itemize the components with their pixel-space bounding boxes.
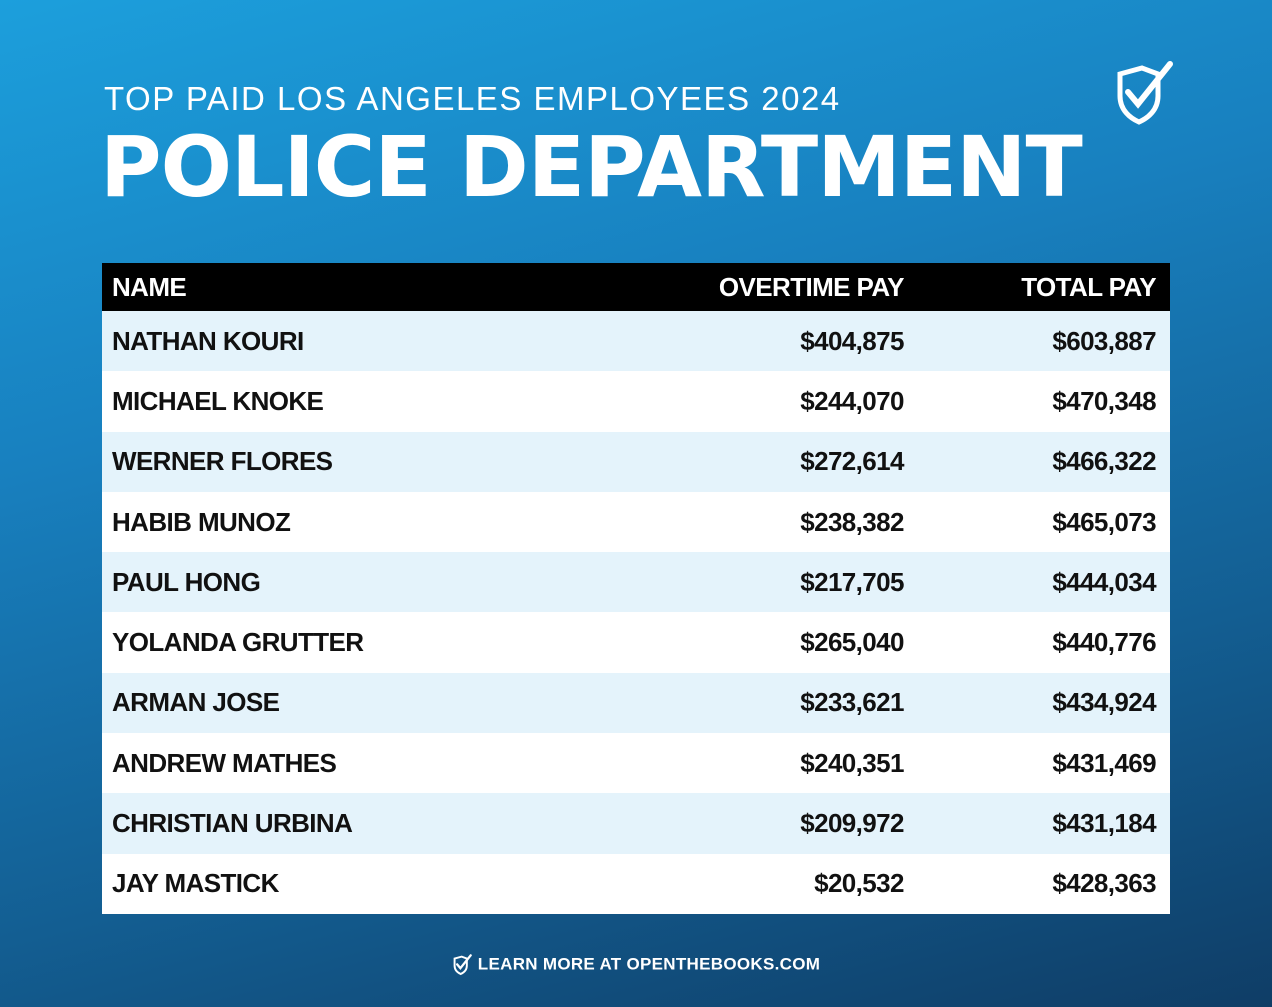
table-row: NATHAN KOURI $404,875 $603,887 — [102, 311, 1170, 372]
footer-logo — [453, 954, 472, 976]
pay-cell: $428,363 — [917, 853, 1170, 914]
pay-cell: $404,875 — [586, 311, 918, 372]
table-row: MICHAEL KNOKE $244,070 $470,348 — [102, 371, 1170, 432]
pay-cell: $470,348 — [917, 371, 1170, 432]
pay-table: NAME OVERTIME PAY TOTAL PAY NATHAN KOURI… — [102, 263, 1170, 914]
table-row: WERNER FLORES $272,614 $466,322 — [102, 431, 1170, 492]
column-header: OVERTIME PAY — [586, 263, 918, 311]
pay-cell: $465,073 — [917, 491, 1170, 553]
title: POLICE DEPARTMENT — [100, 118, 1083, 216]
name-cell: HABIB MUNOZ — [102, 491, 586, 553]
pay-cell: $603,887 — [917, 311, 1170, 372]
name-cell: MICHAEL KNOKE — [102, 371, 586, 432]
name-cell: WERNER FLORES — [102, 431, 586, 492]
footer: LEARN MORE AT OPENTHEBOOKS.COM — [0, 954, 1272, 976]
pay-cell: $20,532 — [586, 853, 918, 914]
header-row: NAME OVERTIME PAY TOTAL PAY — [102, 263, 1170, 311]
pay-cell: $434,924 — [917, 672, 1170, 734]
pay-cell: $265,040 — [586, 612, 918, 673]
pay-cell: $272,614 — [586, 431, 918, 492]
pay-cell: $431,469 — [917, 733, 1170, 794]
pay-cell: $217,705 — [586, 552, 918, 613]
name-cell: CHRISTIAN URBINA — [102, 793, 586, 854]
name-cell: JAY MASTICK — [102, 853, 586, 914]
name-cell: NATHAN KOURI — [102, 311, 586, 372]
table-body: NATHAN KOURI $404,875 $603,887 MICHAEL KNOK… — [102, 311, 1170, 914]
table-row: PAUL HONG $217,705 $444,034 — [102, 552, 1170, 613]
name-cell: ANDREW MATHES — [102, 733, 586, 794]
table-row: CHRISTIAN URBINA $209,972 $431,184 — [102, 793, 1170, 854]
pay-cell: $209,972 — [586, 793, 918, 854]
pay-cell: $240,351 — [586, 733, 918, 794]
pay-cell: $444,034 — [917, 552, 1170, 613]
table-row: JAY MASTICK $20,532 $428,363 — [102, 853, 1170, 914]
pay-cell: $431,184 — [917, 793, 1170, 854]
name-cell: PAUL HONG — [102, 552, 586, 613]
name-cell: YOLANDA GRUTTER — [102, 612, 586, 673]
column-header: NAME — [102, 263, 586, 311]
table-row: YOLANDA GRUTTER $265,040 $440,776 — [102, 612, 1170, 673]
pay-cell: $466,322 — [917, 431, 1170, 492]
table-row: HABIB MUNOZ $238,382 $465,073 — [102, 491, 1170, 553]
subtitle: TOP PAID LOS ANGELES EMPLOYEES 2024 — [104, 80, 841, 117]
pay-cell: $233,621 — [586, 672, 918, 734]
table-row: ANDREW MATHES $240,351 $431,469 — [102, 733, 1170, 794]
table-row: ARMAN JOSE $233,621 $434,924 — [102, 672, 1170, 734]
footer-text: LEARN MORE AT OPENTHEBOOKS.COM — [477, 954, 821, 974]
pay-cell: $440,776 — [917, 612, 1170, 673]
column-header: TOTAL PAY — [917, 263, 1170, 311]
pay-cell: $238,382 — [586, 491, 918, 553]
pay-cell: $244,070 — [586, 371, 918, 432]
name-cell: ARMAN JOSE — [102, 672, 586, 734]
logo — [1117, 61, 1173, 125]
